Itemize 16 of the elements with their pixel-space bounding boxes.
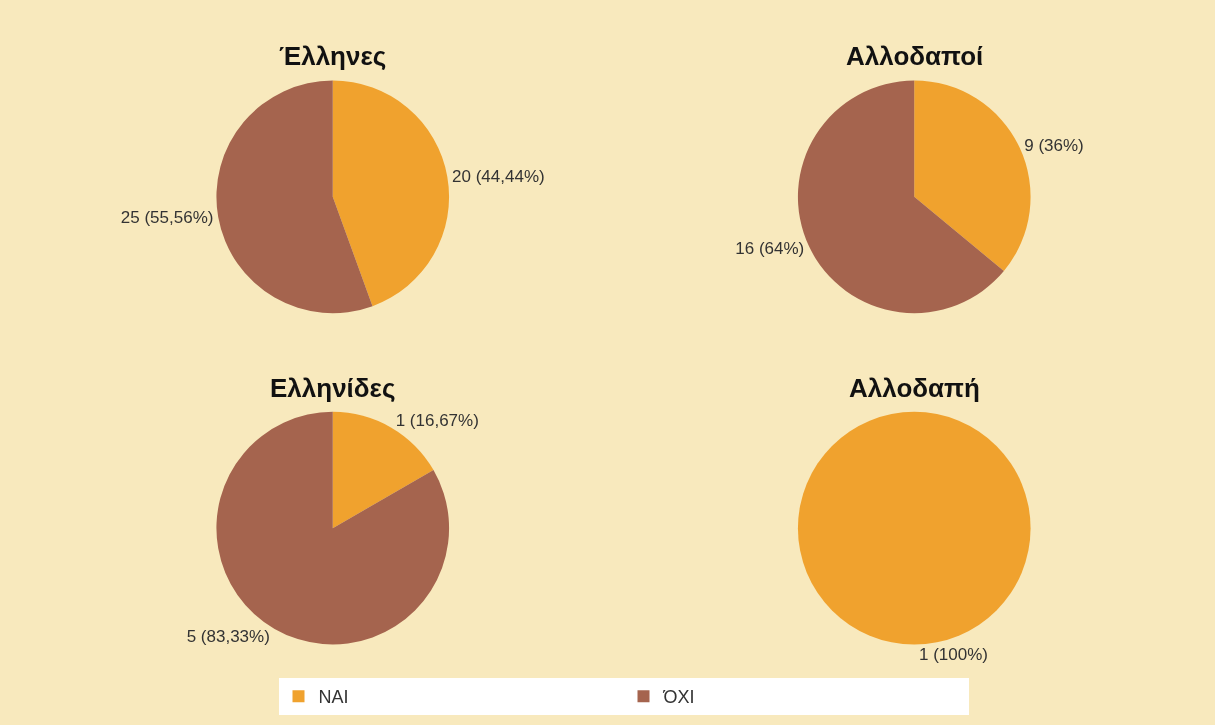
data-label: 1 (16,67%) (395, 410, 479, 430)
legend-label: ΝΑΙ (318, 687, 349, 708)
pie-slice (216, 80, 373, 314)
pie-slice (914, 80, 1031, 271)
data-label: 16 (64%) (735, 238, 805, 258)
chart-title: Ελληνίδες (270, 373, 396, 403)
chart-title: Αλλοδαποί (846, 41, 984, 71)
data-label: 1 (100%) (919, 644, 988, 664)
chart-title: Αλλοδαπή (849, 373, 980, 403)
data-label: 20 (44,44%) (452, 166, 545, 186)
legend-label: ΌΧΙ (662, 687, 695, 708)
chart-title: Έλληνες (279, 41, 387, 71)
data-label: 9 (36%) (1024, 136, 1084, 156)
data-label: 25 (55,56%) (120, 207, 214, 227)
data-label: 5 (83,33%) (186, 626, 270, 646)
pie-slice (332, 80, 449, 307)
